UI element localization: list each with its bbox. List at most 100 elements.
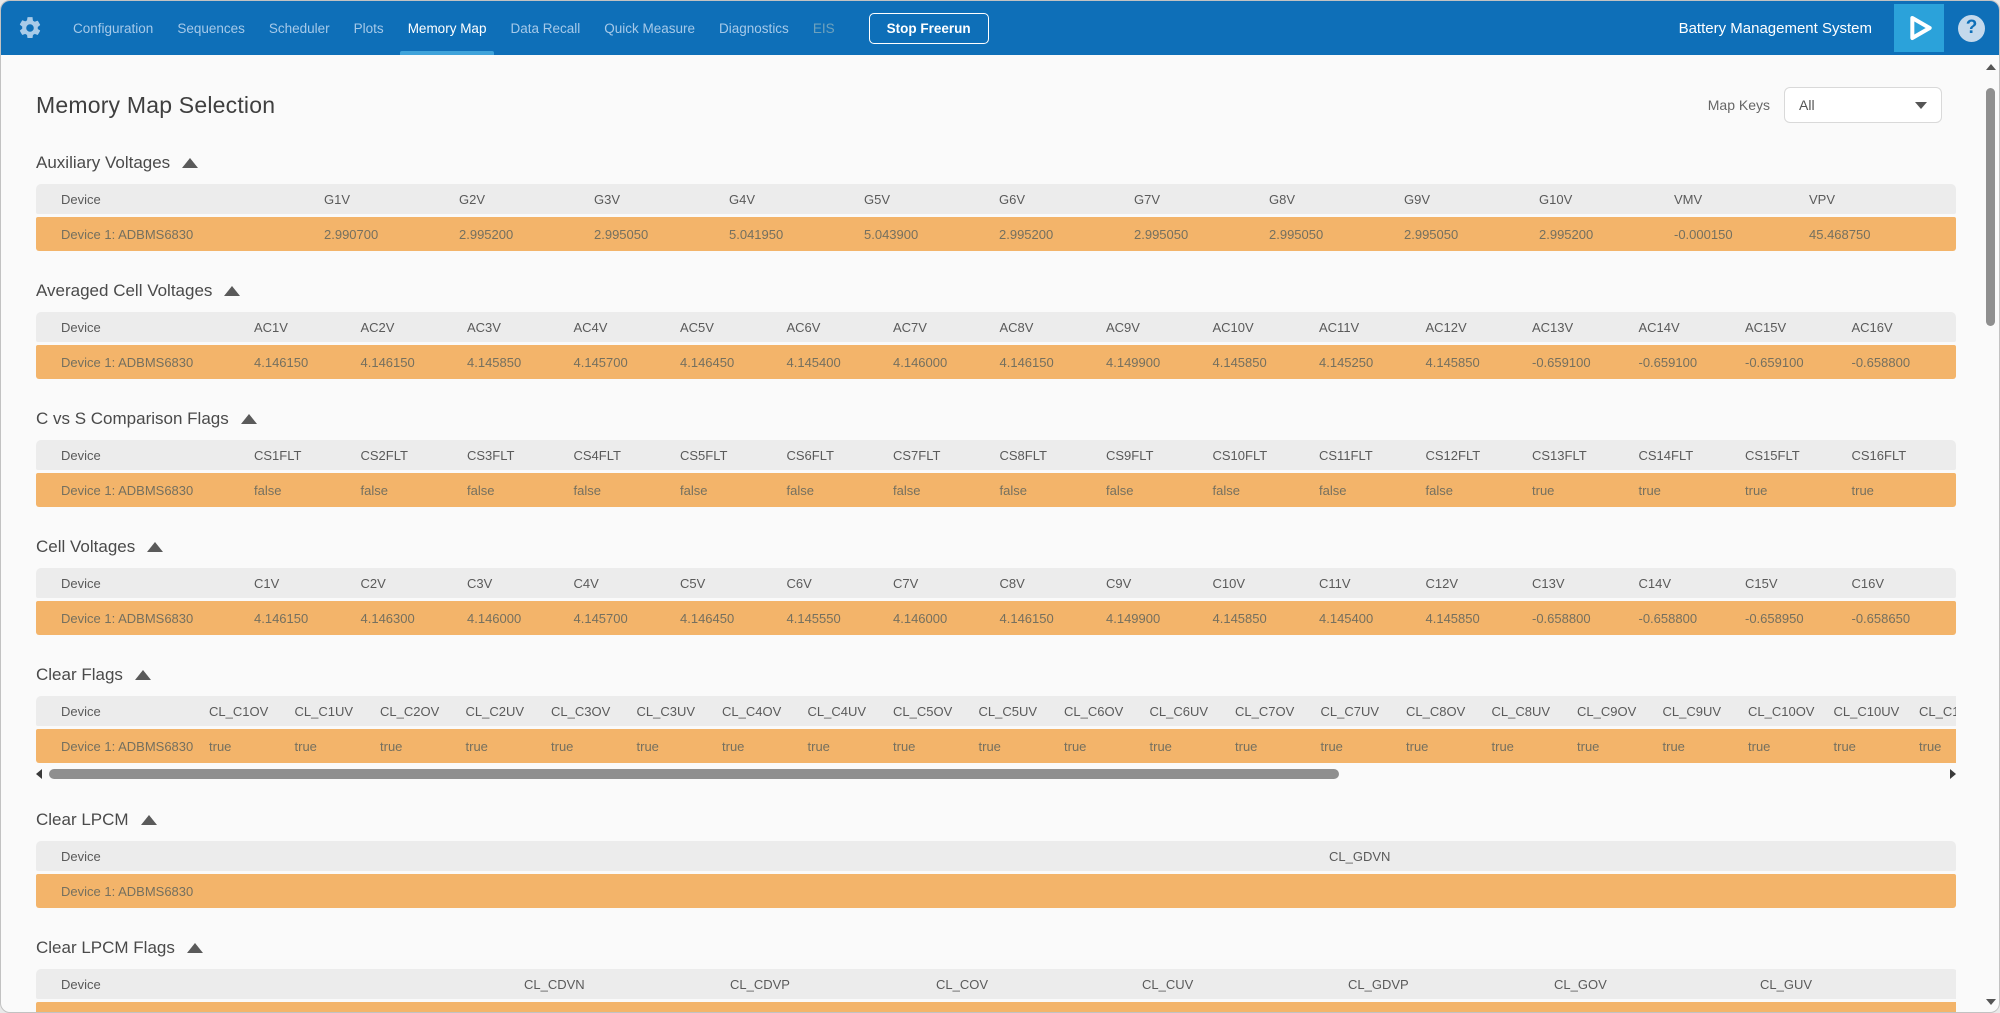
collapse-triangle-icon[interactable] (186, 943, 203, 953)
table-data-row[interactable]: Device 1: ADBMS6830 (36, 874, 1956, 908)
run-play-button[interactable] (1894, 4, 1944, 52)
value-cell: -0.658800 (1532, 610, 1591, 626)
table-data-row[interactable]: Device 1: ADBMS6830 2.990700 2.995200 2.995… (36, 217, 1956, 251)
value-cell: true (1532, 482, 1555, 498)
column-header: AC6V (786, 319, 821, 335)
nav-item-diagnostics[interactable]: Diagnostics (719, 20, 789, 36)
nav-item-memory-map[interactable]: Memory Map (396, 1, 499, 55)
value-cell: -0.659100 (1745, 354, 1804, 370)
scroll-right-arrow-icon[interactable] (1950, 769, 1956, 779)
column-header: VPV (1809, 191, 1836, 207)
section-header-clear-lpcm-flags[interactable]: Clear LPCM Flags (36, 938, 203, 958)
value-cell: 2.995200 (459, 226, 514, 242)
section-header-auxiliary-voltages[interactable]: Auxiliary Voltages (36, 153, 199, 173)
horizontal-scrollbar-thumb[interactable] (49, 769, 1339, 779)
section-title-label: Cell Voltages (36, 537, 136, 556)
column-header: C12V (1425, 575, 1459, 591)
value-cell: 4.146450 (680, 354, 735, 370)
collapse-triangle-icon[interactable] (134, 670, 151, 680)
nav-item-plots[interactable]: Plots (353, 20, 384, 36)
column-header: C8V (999, 575, 1025, 591)
device-name-cell: Device 1: ADBMS6830 (36, 1012, 516, 1013)
value-cell: 4.145850 (467, 354, 522, 370)
device-column-header: Device (61, 703, 101, 719)
value-cell: true (465, 738, 488, 754)
nav-item-eis[interactable]: EIS (812, 20, 835, 36)
value-cell: false (467, 482, 495, 498)
column-header: CS7FLT (893, 447, 941, 463)
nav-item-quick-measure[interactable]: Quick Measure (604, 20, 696, 36)
value-cell: 45.468750 (1809, 226, 1871, 242)
value-cell: true (1406, 738, 1429, 754)
vertical-scrollbar[interactable] (1984, 56, 1998, 1011)
settings-gear-icon[interactable] (17, 13, 47, 43)
table-clear-flags: Device CL_C1OV CL_C1UV CL_C2OV CL_C2UV CL_C3O… (36, 696, 1956, 763)
column-header: CL_C9UV (1662, 703, 1722, 719)
value-cell: -0.658800 (1851, 354, 1911, 370)
collapse-triangle-icon[interactable] (140, 815, 157, 825)
device-name-cell: Device 1: ADBMS6830 (61, 738, 194, 754)
value-cell: false (893, 482, 921, 498)
section-header-averaged-cell-voltages[interactable]: Averaged Cell Voltages (36, 281, 241, 301)
column-header: AC5V (680, 319, 714, 335)
value-cell: 4.145850 (1212, 610, 1267, 626)
column-header: VMV (1674, 191, 1703, 207)
nav-item-data-recall[interactable]: Data Recall (510, 20, 581, 36)
column-header: CL_C8UV (1491, 703, 1551, 719)
device-column-header: Device (61, 848, 101, 864)
table-data-row[interactable]: Device 1: ADBMS6830 4.146150 4.146300 4.146… (36, 601, 1956, 635)
collapse-triangle-icon[interactable] (147, 542, 164, 552)
help-icon[interactable]: ? (1958, 14, 1985, 42)
column-header: G3V (594, 191, 621, 207)
value-cell: 4.146000 (467, 610, 522, 626)
value-cell: 4.146300 (360, 610, 415, 626)
column-header: G2V (459, 191, 486, 207)
device-column-header: Device (61, 447, 101, 463)
table-cell-voltages: Device C1V C2V C3V C4V C5V C6V C7V C8V C9V C10V C11… (36, 568, 1956, 635)
value-cell: false (1212, 482, 1240, 498)
value-cell: 4.145250 (1319, 354, 1374, 370)
value-cell: true (636, 738, 659, 754)
stop-freerun-button[interactable]: Stop Freerun (868, 12, 989, 44)
column-header: AC3V (467, 319, 501, 335)
value-cell: 2.995050 (1404, 226, 1459, 242)
nav-item-configuration[interactable]: Configuration (73, 20, 154, 36)
collapse-triangle-icon[interactable] (240, 414, 257, 424)
map-keys-dropdown[interactable]: All (1784, 87, 1942, 123)
section-title-label: Clear LPCM (36, 810, 129, 829)
nav-item-sequences[interactable]: Sequences (177, 20, 245, 36)
section-header-clear-lpcm[interactable]: Clear LPCM (36, 810, 157, 830)
horizontal-scrollbar[interactable] (36, 768, 1956, 780)
table-averaged-cell-voltages: Device AC1V AC2V AC3V AC4V AC5V AC6V AC7V AC8V AC… (36, 312, 1956, 379)
column-header: G5V (864, 191, 891, 207)
section-header-clear-flags[interactable]: Clear Flags (36, 665, 151, 685)
value-cell: true (1491, 738, 1514, 754)
table-data-row[interactable]: Device 1: ADBMS6830 false false false false f… (36, 473, 1956, 507)
section-header-c-vs-s-comparison-flags[interactable]: C vs S Comparison Flags (36, 409, 257, 429)
app-title: Battery Management System (1678, 19, 1872, 37)
section-header-cell-voltages[interactable]: Cell Voltages (36, 537, 164, 557)
scroll-left-arrow-icon[interactable] (36, 769, 42, 779)
value-cell: true (1748, 738, 1771, 754)
collapse-triangle-icon[interactable] (182, 158, 199, 168)
column-header: G7V (1134, 191, 1161, 207)
column-header: AC13V (1532, 319, 1574, 335)
value-cell: true (978, 738, 1001, 754)
column-header: CS12FLT (1425, 447, 1481, 463)
column-header: C5V (680, 575, 706, 591)
table-data-row[interactable]: Device 1: ADBMS6830 true true true true true t… (36, 729, 1956, 763)
main-content: Memory Map Selection Map Keys All Auxili… (1, 55, 1999, 1013)
scroll-down-arrow-icon[interactable] (1986, 999, 1996, 1005)
value-cell: true (1638, 482, 1661, 498)
table-data-row[interactable]: Device 1: ADBMS6830 4.146150 4.146150 4.145… (36, 345, 1956, 379)
value-cell: 2.995050 (594, 226, 649, 242)
table-data-row[interactable]: Device 1: ADBMS6830 (36, 1002, 1956, 1013)
section-clear-flags: Clear Flags Device CL_C1OV CL_C1UV CL_C2OV CL… (36, 665, 1956, 780)
collapse-triangle-icon[interactable] (224, 286, 241, 296)
column-header: C13V (1532, 575, 1565, 591)
section-title-label: Averaged Cell Voltages (36, 281, 213, 300)
device-name-cell: Device 1: ADBMS6830 (61, 610, 194, 626)
nav-item-scheduler[interactable]: Scheduler (268, 20, 330, 36)
vertical-scrollbar-thumb[interactable] (1986, 88, 1995, 326)
scroll-up-arrow-icon[interactable] (1986, 64, 1996, 70)
